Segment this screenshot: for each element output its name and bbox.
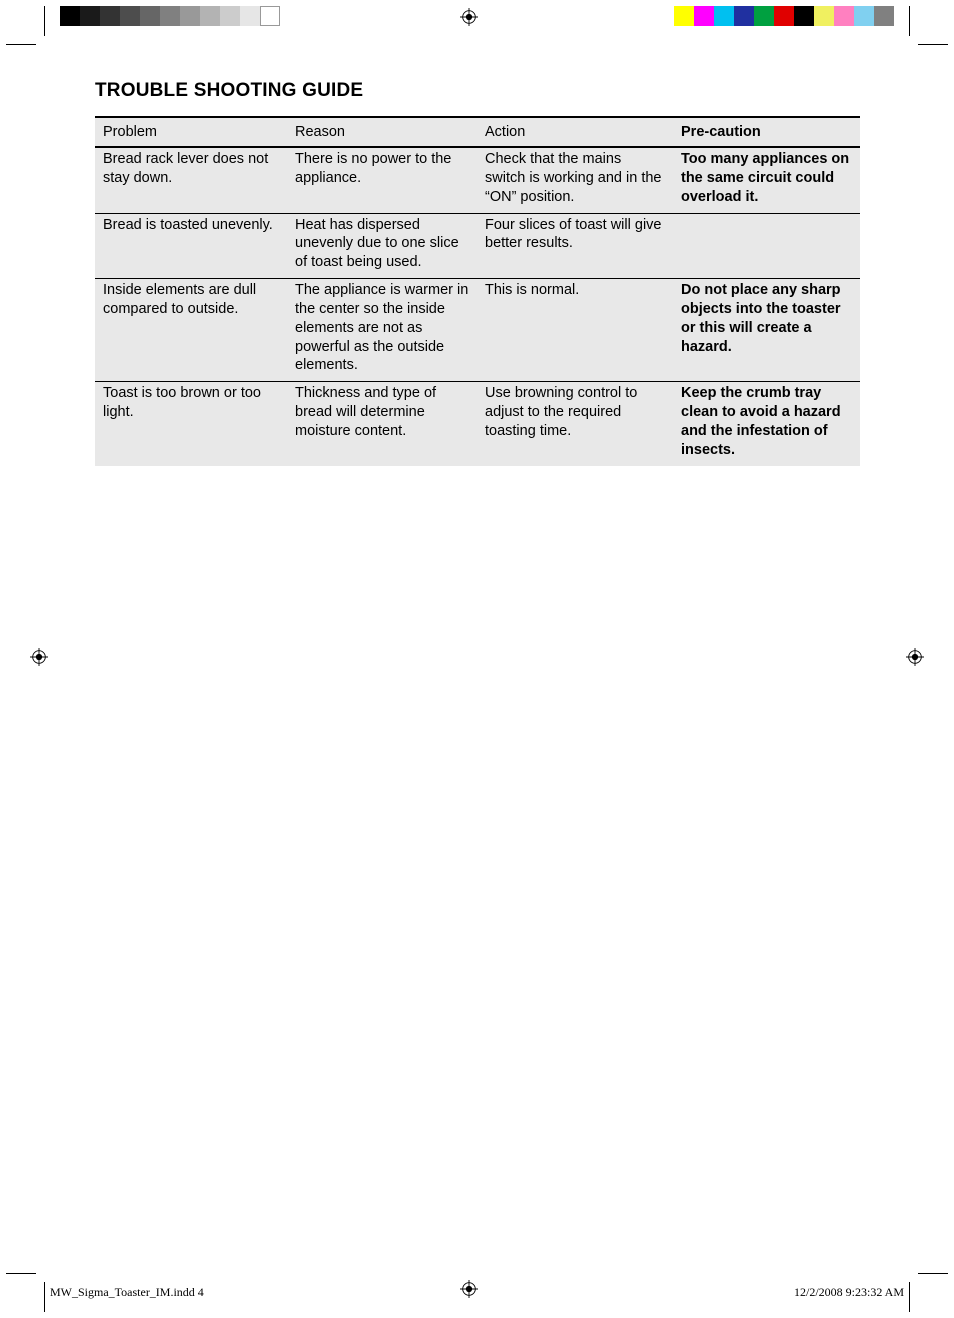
footer-filename: MW_Sigma_Toaster_IM.indd 4 <box>50 1285 204 1300</box>
table-cell <box>673 213 860 279</box>
table-row: Bread is toasted unevenly.Heat has dispe… <box>95 213 860 279</box>
registration-mark-icon <box>906 648 924 666</box>
table-cell: Inside elements are dull compared to out… <box>95 279 287 382</box>
table-row: Toast is too brown or too light.Thicknes… <box>95 382 860 466</box>
crop-mark <box>44 1282 45 1312</box>
crop-mark <box>44 6 45 36</box>
table-cell: Check that the mains switch is working a… <box>477 147 673 213</box>
table-cell: Do not place any sharp objects into the … <box>673 279 860 382</box>
column-header: Pre-caution <box>673 117 860 147</box>
crop-mark <box>6 1273 36 1274</box>
crop-mark <box>918 1273 948 1274</box>
column-header: Action <box>477 117 673 147</box>
troubleshooting-table: Problem Reason Action Pre-caution Bread … <box>95 116 860 466</box>
table-cell: Toast is too brown or too light. <box>95 382 287 466</box>
column-header: Problem <box>95 117 287 147</box>
table-cell: This is normal. <box>477 279 673 382</box>
footer-timestamp: 12/2/2008 9:23:32 AM <box>794 1285 904 1300</box>
table-cell: Four slices of toast will give better re… <box>477 213 673 279</box>
crop-mark <box>918 44 948 45</box>
crop-mark <box>909 6 910 36</box>
table-cell: Bread is toasted unevenly. <box>95 213 287 279</box>
crop-mark <box>909 1282 910 1312</box>
color-swatch-bar <box>674 6 894 26</box>
table-row: Bread rack lever does not stay down.Ther… <box>95 147 860 213</box>
table-cell: Too many appliances on the same circuit … <box>673 147 860 213</box>
table-header-row: Problem Reason Action Pre-caution <box>95 117 860 147</box>
table-cell: Thickness and type of bread will determi… <box>287 382 477 466</box>
page-content: TROUBLE SHOOTING GUIDE Problem Reason Ac… <box>95 80 860 466</box>
grayscale-bar <box>60 6 280 26</box>
page-footer: MW_Sigma_Toaster_IM.indd 4 12/2/2008 9:2… <box>50 1285 904 1300</box>
page-title: TROUBLE SHOOTING GUIDE <box>95 80 860 102</box>
table-cell: Heat has dispersed unevenly due to one s… <box>287 213 477 279</box>
table-cell: There is no power to the appliance. <box>287 147 477 213</box>
table-cell: The appliance is warmer in the center so… <box>287 279 477 382</box>
crop-mark <box>6 44 36 45</box>
table-cell: Bread rack lever does not stay down. <box>95 147 287 213</box>
registration-mark-icon <box>30 648 48 666</box>
column-header: Reason <box>287 117 477 147</box>
table-cell: Keep the crumb tray clean to avoid a haz… <box>673 382 860 466</box>
table-cell: Use browning control to adjust to the re… <box>477 382 673 466</box>
table-row: Inside elements are dull compared to out… <box>95 279 860 382</box>
registration-mark-icon <box>460 8 478 26</box>
